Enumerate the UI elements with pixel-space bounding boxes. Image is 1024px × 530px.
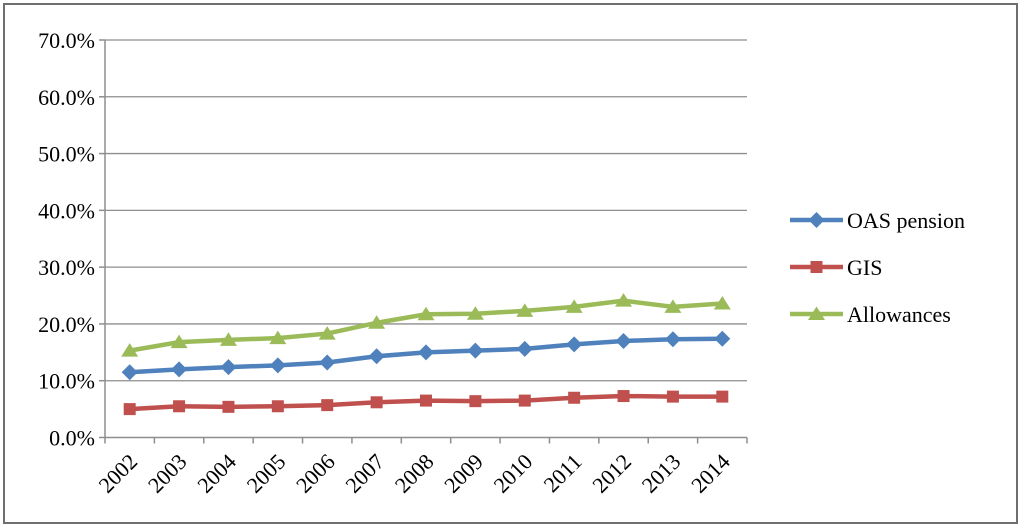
legend-label: OAS pension <box>847 208 965 233</box>
marker-gis <box>568 391 581 404</box>
x-tick-label: 2008 <box>390 449 439 498</box>
marker-oas-pension <box>714 330 731 347</box>
x-tick-label: 2013 <box>637 449 686 498</box>
marker-allowances <box>565 299 583 313</box>
legend: OAS pension GIS Allowances <box>790 208 965 327</box>
legend-item-oas-pension: OAS pension <box>790 208 965 233</box>
marker-gis <box>716 390 729 403</box>
marker-oas-pension <box>220 359 237 376</box>
legend-marker-diamond-icon <box>808 212 825 228</box>
marker-oas-pension <box>418 344 434 361</box>
marker-gis <box>271 400 284 413</box>
marker-gis <box>617 390 630 403</box>
y-tick-label: 0.0% <box>49 426 95 451</box>
y-tick-label: 10.0% <box>38 369 95 394</box>
marker-oas-pension <box>368 348 385 365</box>
marker-oas-pension <box>121 364 138 381</box>
marker-allowances <box>121 343 139 357</box>
marker-oas-pension <box>319 354 336 371</box>
series-allowances <box>121 293 731 357</box>
legend-item-gis: GIS <box>790 255 882 280</box>
x-tick-label: 2004 <box>192 449 241 498</box>
marker-allowances <box>368 315 386 329</box>
series-gis <box>123 390 729 416</box>
legend-item-allowances: Allowances <box>790 302 951 327</box>
marker-gis <box>666 390 679 403</box>
marker-gis <box>123 403 136 416</box>
marker-oas-pension <box>615 332 632 349</box>
legend-marker-square-icon <box>810 261 823 273</box>
x-tick-label: 2006 <box>291 449 340 498</box>
marker-allowances <box>269 330 287 345</box>
marker-oas-pension <box>664 331 681 348</box>
marker-gis <box>420 394 432 407</box>
marker-allowances <box>516 303 534 317</box>
marker-oas-pension <box>467 342 484 359</box>
figure-border <box>3 3 1018 524</box>
x-tick-label: 2002 <box>93 449 142 498</box>
y-tick-label: 50.0% <box>38 142 95 167</box>
x-tick-label: 2009 <box>439 449 488 498</box>
marker-gis <box>222 400 235 413</box>
y-tick-label: 60.0% <box>38 85 95 110</box>
marker-gis <box>518 394 531 407</box>
x-tick-label: 2011 <box>538 449 586 497</box>
marker-allowances <box>219 332 237 346</box>
marker-allowances <box>615 293 633 307</box>
series-oas-pension <box>121 330 731 381</box>
legend-label: Allowances <box>847 302 951 327</box>
legend-label: GIS <box>847 255 882 280</box>
marker-gis <box>469 395 482 408</box>
marker-gis <box>321 399 334 412</box>
marker-gis <box>173 400 186 413</box>
x-tick-label: 2010 <box>489 449 538 498</box>
y-tick-label: 30.0% <box>38 255 95 280</box>
x-tick-label: 2003 <box>143 449 192 498</box>
y-tick-label: 70.0% <box>38 28 95 53</box>
marker-allowances <box>664 299 682 313</box>
marker-allowances <box>466 306 484 320</box>
y-tick-label: 20.0% <box>38 312 95 337</box>
marker-allowances <box>318 326 336 340</box>
marker-oas-pension <box>171 361 188 378</box>
marker-oas-pension <box>516 340 533 357</box>
marker-gis <box>370 396 383 409</box>
legend-marker-triangle-icon <box>808 306 825 320</box>
x-tick-label: 2005 <box>242 449 291 498</box>
marker-allowances <box>170 334 188 349</box>
x-tick-label: 2014 <box>686 449 735 498</box>
x-tick-label: 2012 <box>587 449 636 498</box>
x-tick-label: 2007 <box>340 449 389 498</box>
y-tick-label: 40.0% <box>38 198 95 223</box>
marker-oas-pension <box>566 336 583 353</box>
marker-allowances <box>417 306 435 321</box>
marker-allowances <box>713 295 731 310</box>
marker-oas-pension <box>269 357 286 374</box>
